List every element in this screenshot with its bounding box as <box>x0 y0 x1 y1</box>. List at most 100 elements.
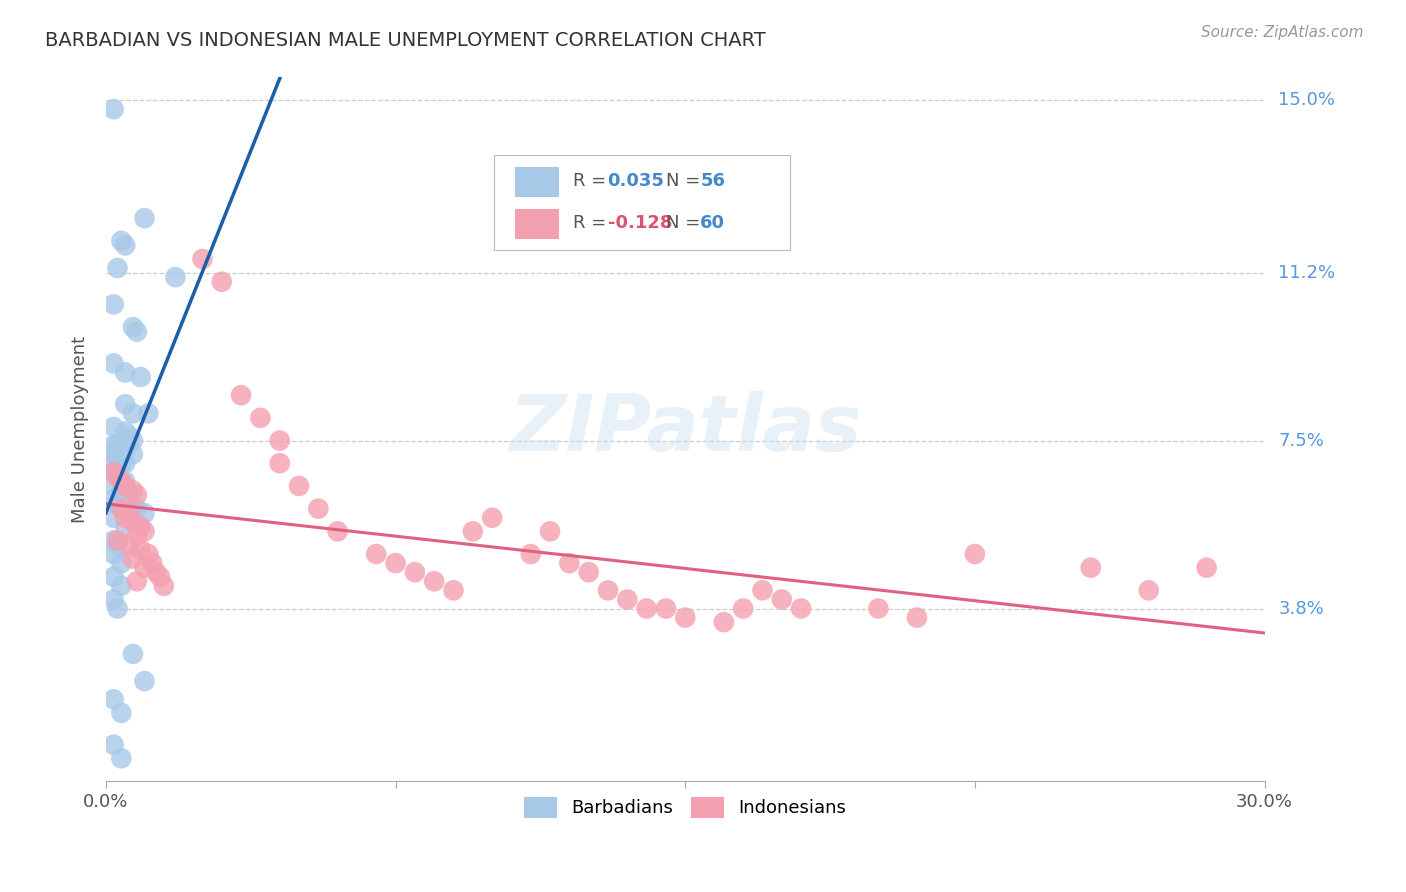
Point <box>110 483 132 498</box>
Legend: Barbadians, Indonesians: Barbadians, Indonesians <box>517 789 853 825</box>
Point <box>110 706 132 720</box>
Point <box>114 510 136 524</box>
Point <box>110 501 132 516</box>
Point <box>103 592 125 607</box>
Point <box>103 356 125 370</box>
Text: ZIPatlas: ZIPatlas <box>509 392 862 467</box>
Point <box>103 692 125 706</box>
Point <box>1080 560 1102 574</box>
Y-axis label: Male Unemployment: Male Unemployment <box>72 335 89 523</box>
Point <box>110 456 132 470</box>
Point <box>125 501 148 516</box>
Point <box>790 601 813 615</box>
Point <box>103 492 125 507</box>
Point <box>596 583 619 598</box>
Point <box>114 479 136 493</box>
Point <box>103 102 125 116</box>
Point <box>191 252 214 266</box>
Point <box>249 410 271 425</box>
Point <box>129 520 152 534</box>
Point <box>269 434 291 448</box>
Point <box>519 547 541 561</box>
Point <box>141 556 163 570</box>
Text: 56: 56 <box>700 172 725 190</box>
Point <box>107 447 129 461</box>
Point <box>443 583 465 598</box>
Text: 3.8%: 3.8% <box>1278 599 1324 617</box>
Point <box>103 547 125 561</box>
Point <box>103 738 125 752</box>
Point <box>165 270 187 285</box>
Bar <box>515 168 560 197</box>
Point <box>103 466 125 480</box>
Point <box>107 601 129 615</box>
Point <box>122 516 145 530</box>
Text: 7.5%: 7.5% <box>1278 432 1324 450</box>
Point <box>134 506 156 520</box>
Point <box>153 579 176 593</box>
Point <box>118 434 141 448</box>
FancyBboxPatch shape <box>494 155 790 250</box>
Point <box>103 438 125 452</box>
Point <box>125 325 148 339</box>
Point <box>110 556 132 570</box>
Point <box>733 601 755 615</box>
Point <box>122 551 145 566</box>
Point <box>125 488 148 502</box>
Point <box>366 547 388 561</box>
Point <box>616 592 638 607</box>
Point <box>103 533 125 548</box>
Point <box>134 524 156 539</box>
Point <box>114 475 136 489</box>
Text: 60: 60 <box>700 214 725 232</box>
Point <box>134 560 156 574</box>
Point <box>103 466 125 480</box>
Point <box>114 520 136 534</box>
Point <box>103 297 125 311</box>
Point <box>114 425 136 439</box>
Point <box>655 601 678 615</box>
Text: Source: ZipAtlas.com: Source: ZipAtlas.com <box>1201 25 1364 40</box>
Point <box>103 420 125 434</box>
Point <box>461 524 484 539</box>
Point <box>107 470 129 484</box>
Point <box>538 524 561 539</box>
Point <box>103 479 125 493</box>
Point <box>110 751 132 765</box>
Point <box>110 475 132 489</box>
Point <box>269 456 291 470</box>
Point <box>114 456 136 470</box>
Point <box>1137 583 1160 598</box>
Point <box>114 238 136 252</box>
Point <box>114 366 136 380</box>
Bar <box>515 209 560 239</box>
Point <box>122 647 145 661</box>
Point <box>103 570 125 584</box>
Point <box>326 524 349 539</box>
Point <box>145 565 167 579</box>
Point <box>288 479 311 493</box>
Point <box>636 601 658 615</box>
Point <box>129 542 152 557</box>
Point <box>138 406 160 420</box>
Point <box>103 456 125 470</box>
Point <box>107 438 129 452</box>
Point <box>110 442 132 457</box>
Point <box>118 506 141 520</box>
Point <box>122 406 145 420</box>
Point <box>107 538 129 552</box>
Text: R =: R = <box>572 214 612 232</box>
Point <box>103 510 125 524</box>
Point <box>107 470 129 484</box>
Point <box>125 529 148 543</box>
Point <box>114 442 136 457</box>
Point <box>905 610 928 624</box>
Point <box>107 497 129 511</box>
Point <box>751 583 773 598</box>
Point <box>118 429 141 443</box>
Point <box>713 615 735 629</box>
Point <box>118 488 141 502</box>
Text: 0.035: 0.035 <box>607 172 665 190</box>
Point <box>107 261 129 276</box>
Point <box>125 574 148 589</box>
